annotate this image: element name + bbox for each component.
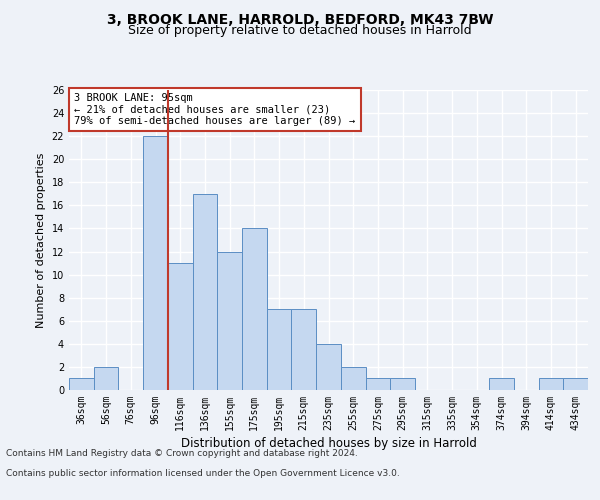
Bar [563,378,588,390]
Bar [267,309,292,390]
Bar [143,136,168,390]
X-axis label: Distribution of detached houses by size in Harrold: Distribution of detached houses by size … [181,437,476,450]
Bar [316,344,341,390]
Text: Contains HM Land Registry data © Crown copyright and database right 2024.: Contains HM Land Registry data © Crown c… [6,448,358,458]
Bar [69,378,94,390]
Bar [168,263,193,390]
Bar [193,194,217,390]
Bar [217,252,242,390]
Text: 3 BROOK LANE: 95sqm
← 21% of detached houses are smaller (23)
79% of semi-detach: 3 BROOK LANE: 95sqm ← 21% of detached ho… [74,93,355,126]
Text: Size of property relative to detached houses in Harrold: Size of property relative to detached ho… [128,24,472,37]
Bar [94,367,118,390]
Text: 3, BROOK LANE, HARROLD, BEDFORD, MK43 7BW: 3, BROOK LANE, HARROLD, BEDFORD, MK43 7B… [107,12,493,26]
Bar [489,378,514,390]
Bar [365,378,390,390]
Y-axis label: Number of detached properties: Number of detached properties [36,152,46,328]
Bar [242,228,267,390]
Bar [341,367,365,390]
Text: Contains public sector information licensed under the Open Government Licence v3: Contains public sector information licen… [6,468,400,477]
Bar [539,378,563,390]
Bar [390,378,415,390]
Bar [292,309,316,390]
